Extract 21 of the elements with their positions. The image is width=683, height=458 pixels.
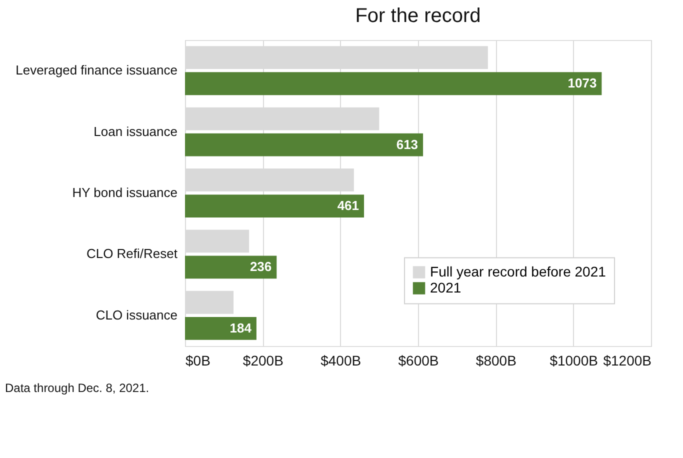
data-label: 461 <box>337 198 360 214</box>
legend-label: 2021 <box>430 279 462 296</box>
y-tick-label: HY bond issuance <box>72 185 178 200</box>
data-label: 613 <box>396 136 418 152</box>
y-tick-label: Leveraged finance issuance <box>16 62 178 78</box>
y-tick-label: Loan issuance <box>94 124 178 139</box>
legend-label: Full year record before 2021 <box>430 263 606 280</box>
x-tick-label: $1000B <box>550 352 598 368</box>
x-tick-label: $200B <box>242 352 284 368</box>
data-label: 236 <box>250 259 272 274</box>
y-tick-label: CLO issuance <box>96 307 178 322</box>
chart-title: For the record <box>355 5 481 27</box>
x-tick-label: $1200B <box>603 352 652 368</box>
x-tick-label: $400B <box>320 352 362 368</box>
x-tick-label: $600B <box>398 352 439 368</box>
text: Data through Dec. 8, 2021. <box>5 381 150 395</box>
y-tick-label: CLO Refi/Reset <box>86 246 178 262</box>
x-tick-label: $0B <box>186 352 210 368</box>
data-label: 184 <box>230 320 252 336</box>
data-label: 1073 <box>568 76 597 91</box>
x-tick-label: $800B <box>476 352 516 368</box>
